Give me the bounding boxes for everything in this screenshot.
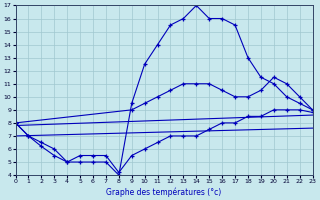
X-axis label: Graphe des températures (°c): Graphe des températures (°c) bbox=[106, 187, 222, 197]
